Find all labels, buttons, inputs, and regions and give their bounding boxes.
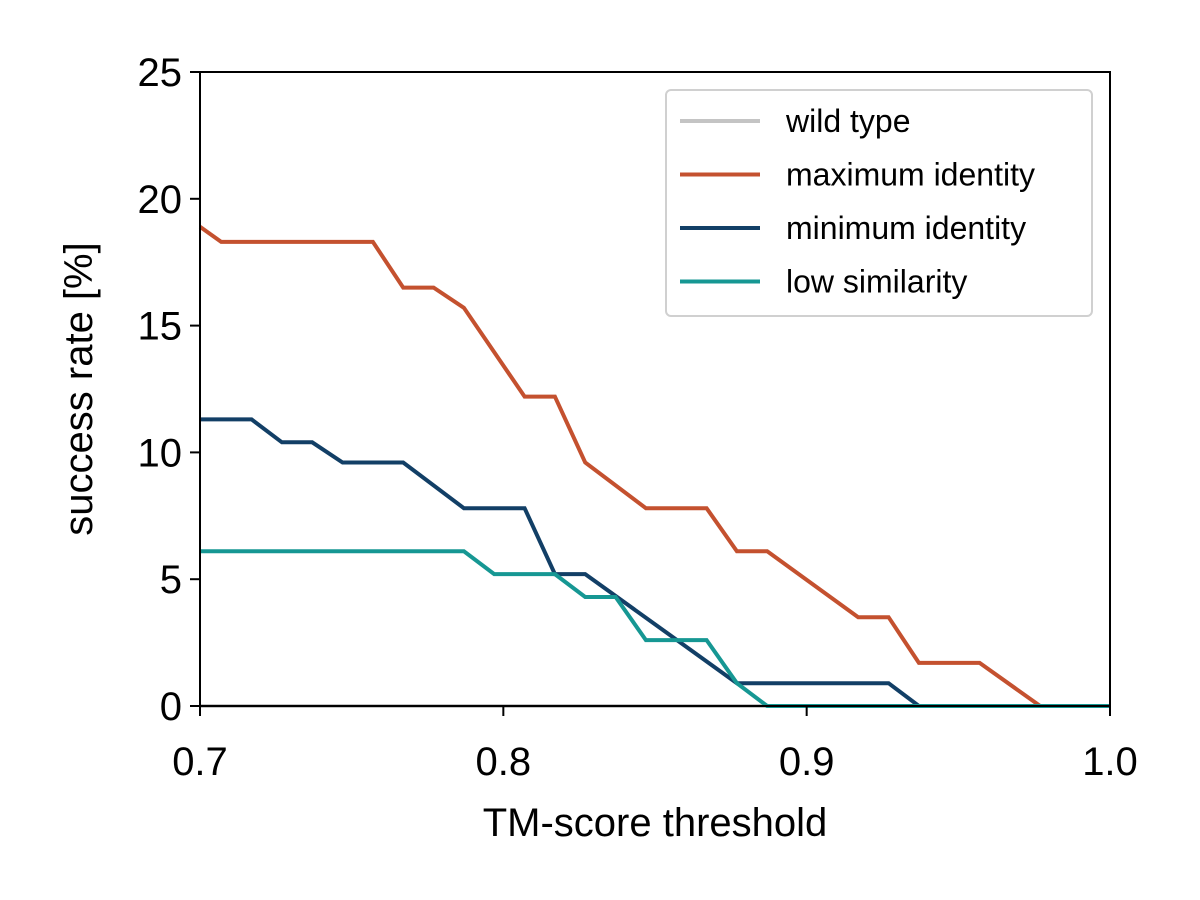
x-tick-label: 0.9	[779, 740, 835, 784]
x-tick-label: 1.0	[1082, 740, 1138, 784]
x-axis-title: TM-score threshold	[483, 801, 828, 845]
y-tick-label: 10	[138, 431, 183, 475]
y-tick-label: 0	[160, 685, 182, 729]
y-axis-title: success rate [%]	[57, 242, 101, 535]
legend: wild type maximum identity minimum identit…	[665, 89, 1093, 317]
series-line-2	[200, 417, 1110, 708]
legend-label: wild type	[785, 103, 911, 139]
series-line-3	[200, 549, 1110, 708]
y-tick-label: 15	[138, 305, 183, 349]
legend-box	[665, 89, 1093, 317]
x-tick-label: 0.7	[172, 740, 228, 784]
legend-label: low similarity	[786, 264, 967, 300]
legend-label: minimum identity	[786, 210, 1026, 246]
series-line-1	[198, 225, 1110, 708]
y-tick-label: 25	[138, 51, 183, 95]
ticks-layer: 0.7 0.8 0.9 1.0 0 5 10 15 20 25	[138, 51, 1138, 784]
y-tick-label: 5	[160, 558, 182, 602]
y-tick-label: 20	[138, 178, 183, 222]
x-tick-label: 0.8	[476, 740, 532, 784]
legend-label: maximum identity	[786, 157, 1035, 193]
plot-frame	[199, 71, 1111, 707]
